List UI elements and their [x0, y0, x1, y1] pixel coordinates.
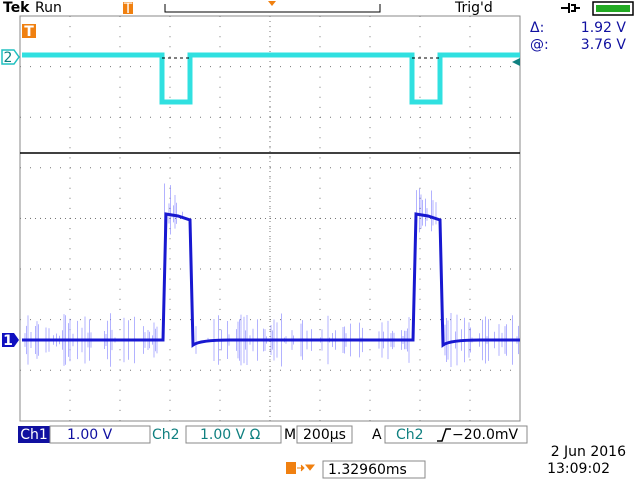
timebase: 200µs	[303, 427, 346, 443]
ch2-label: Ch2	[152, 427, 180, 443]
position-marker	[268, 1, 276, 6]
run-state: Run	[35, 0, 62, 16]
slope-icon	[437, 428, 451, 442]
power-icon	[561, 3, 580, 13]
ch2-marker-label: 2	[4, 50, 13, 66]
ch1-marker	[2, 333, 19, 347]
battery-level	[596, 5, 630, 12]
graticule	[20, 16, 520, 421]
brand: Tek	[3, 0, 30, 16]
trigger-level-text: −20.0mV	[452, 427, 519, 443]
ch1-label: Ch1	[20, 427, 48, 443]
graticule-border	[19, 15, 521, 422]
trigger-level	[512, 58, 520, 66]
timebase-label: M	[284, 427, 296, 443]
at-label: @:	[530, 37, 549, 53]
ch2-marker	[1, 49, 20, 65]
ch1-marker-label: 1	[3, 333, 13, 349]
ch1-label-bg	[18, 426, 50, 443]
footer-arrow	[297, 464, 316, 472]
time: 13:09:02	[547, 461, 610, 477]
position-box	[322, 460, 426, 479]
ch1-trace	[22, 212, 520, 348]
trigger-box	[384, 425, 528, 444]
trigger-position: 1.32960ms	[328, 462, 407, 478]
ch1-scale: 1.00 V	[67, 427, 113, 443]
trigger-label: A	[372, 427, 382, 443]
timebase-box	[296, 425, 353, 444]
trigger-marker-top: T	[123, 1, 133, 17]
ch1-box	[49, 425, 151, 444]
ch2-box	[185, 425, 282, 444]
trigger-source: Ch2	[396, 427, 424, 443]
footer-trigger-icon	[286, 462, 296, 474]
battery	[592, 1, 634, 16]
ch2-edges	[161, 55, 441, 102]
trigger-marker-label: T	[24, 24, 34, 40]
date: 2 Jun 2016	[551, 444, 626, 460]
record-bracket	[164, 4, 381, 13]
ch2-trace	[22, 52, 520, 105]
trigger-marker	[22, 24, 36, 38]
waveforms	[22, 52, 520, 368]
delta-label: Δ:	[530, 20, 544, 36]
trigger-icon	[123, 2, 133, 14]
at-value: 3.76 V	[581, 37, 627, 53]
ch2-scale: 1.00 V Ω	[200, 427, 261, 443]
delta-value: 1.92 V	[581, 20, 627, 36]
trigger-status: Trig'd	[454, 0, 493, 16]
